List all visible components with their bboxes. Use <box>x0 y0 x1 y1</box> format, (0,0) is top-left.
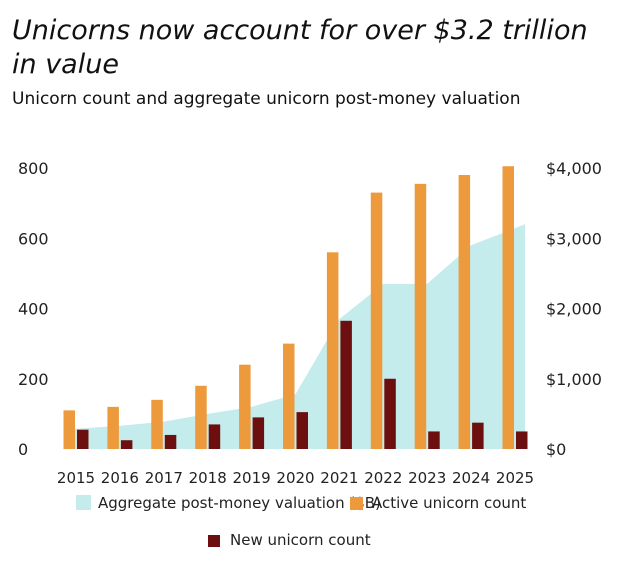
new-unicorn-bar-2021 <box>340 320 352 449</box>
x-tick-label: 2019 <box>233 469 271 487</box>
active-unicorn-bar-2019 <box>239 364 251 449</box>
right-axis: $0 $1,000 $2,000 $3,000 $4,000 <box>546 159 602 459</box>
active-unicorn-bar-2023 <box>414 183 427 449</box>
bar-layer <box>63 166 528 449</box>
active-unicorn-bar-2015 <box>63 410 75 449</box>
legend-swatch-2 <box>350 497 363 510</box>
x-tick-label: 2024 <box>452 469 490 487</box>
new-unicorn-bar-2024 <box>472 422 484 449</box>
x-tick-label: 2021 <box>320 469 358 487</box>
right-tick-label: $4,000 <box>546 159 602 178</box>
x-tick-label: 2022 <box>364 469 402 487</box>
left-tick-label: 0 <box>18 440 28 459</box>
legend-swatch-3 <box>208 535 220 547</box>
new-unicorn-bar-2022 <box>384 378 396 449</box>
new-unicorn-bar-2017 <box>164 434 177 449</box>
x-tick-label: 2015 <box>57 469 95 487</box>
legend-label-3: New unicorn count <box>230 531 371 549</box>
new-unicorn-bar-2020 <box>296 412 308 449</box>
active-unicorn-bar-2017 <box>151 399 163 449</box>
new-unicorn-bar-2025 <box>516 431 528 449</box>
new-unicorn-bar-2018 <box>208 424 221 449</box>
left-tick-label: 600 <box>18 229 49 248</box>
x-tick-label: 2018 <box>189 469 227 487</box>
active-unicorn-bar-2018 <box>195 385 207 449</box>
valuation-area <box>66 224 525 449</box>
x-tick-label: 2020 <box>276 469 314 487</box>
active-unicorn-bar-2022 <box>370 192 383 449</box>
new-unicorn-bar-2023 <box>428 431 440 449</box>
active-unicorn-bar-2020 <box>283 343 295 449</box>
area-layer <box>66 224 525 449</box>
active-unicorn-bar-2021 <box>326 252 339 449</box>
x-tick-label: 2025 <box>496 469 534 487</box>
right-tick-label: $0 <box>546 440 566 459</box>
left-tick-label: 400 <box>18 300 49 319</box>
new-unicorn-bar-2019 <box>252 417 265 449</box>
left-tick-label: 200 <box>18 370 49 389</box>
chart-title: Unicorns now account for over $3.2 trill… <box>12 15 588 80</box>
left-axis: 0 200 400 600 800 <box>18 159 49 459</box>
active-unicorn-bar-2025 <box>502 166 514 449</box>
new-unicorn-bar-2016 <box>120 440 133 449</box>
active-unicorn-bar-2016 <box>107 406 119 449</box>
x-tick-label: 2017 <box>145 469 183 487</box>
left-tick-label: 800 <box>18 159 49 178</box>
right-tick-label: $3,000 <box>546 229 602 248</box>
legend-label-2: Active unicorn count <box>372 494 526 512</box>
legend-swatch-1 <box>76 495 91 510</box>
x-tick-label: 2023 <box>408 469 446 487</box>
active-unicorn-bar-2024 <box>458 175 471 449</box>
legend: Aggregate post-money valuation ($B)Activ… <box>76 494 526 549</box>
chart-subtitle: Unicorn count and aggregate unicorn post… <box>12 89 521 109</box>
x-tick-label: 2016 <box>101 469 139 487</box>
x-axis: 2015 2016 2017 2018 2019 2020 2021 2022 2023 2024… <box>57 469 534 487</box>
legend-label-1: Aggregate post-money valuation ($B) <box>98 494 381 512</box>
right-tick-label: $2,000 <box>546 300 602 319</box>
new-unicorn-bar-2015 <box>77 429 89 449</box>
right-tick-label: $1,000 <box>546 370 602 389</box>
